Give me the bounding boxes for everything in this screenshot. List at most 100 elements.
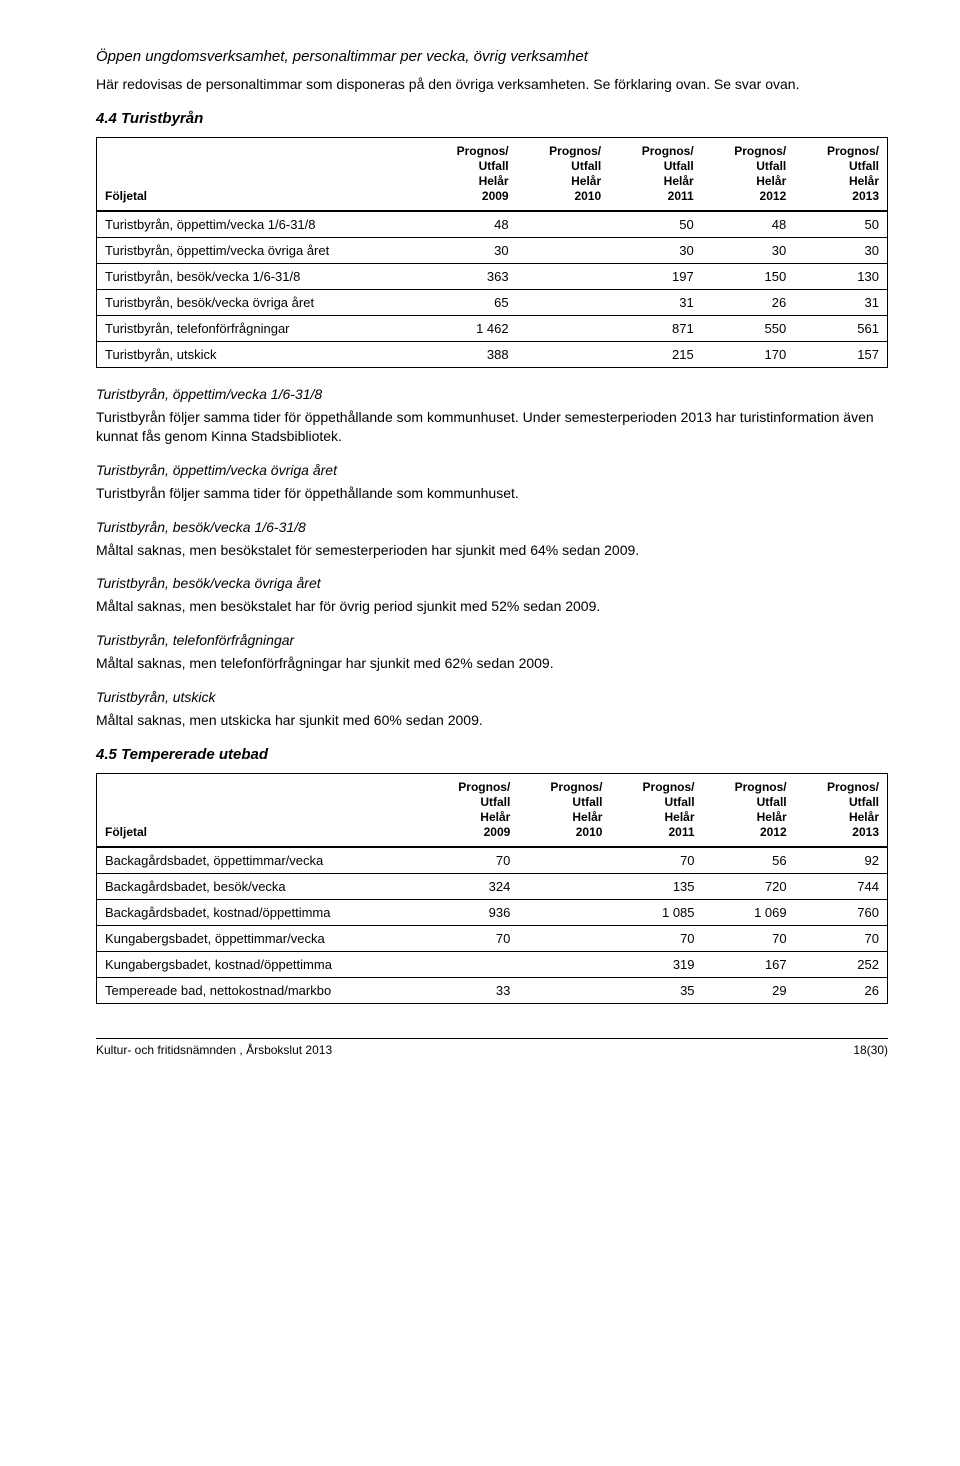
row-label: Turistbyrån, telefonförfrågningar bbox=[97, 315, 425, 341]
cell: 70 bbox=[610, 847, 702, 874]
cell bbox=[426, 952, 518, 978]
table-row: Turistbyrån, besök/vecka övriga året65 31… bbox=[97, 289, 888, 315]
table-corner: Följetal bbox=[97, 137, 425, 211]
note-title: Turistbyrån, besök/vecka övriga året bbox=[96, 575, 888, 591]
cell bbox=[517, 237, 610, 263]
cell: 48 bbox=[702, 211, 795, 238]
cell: 31 bbox=[794, 289, 887, 315]
table-row: Turistbyrån, besök/vecka 1/6-31/83631971… bbox=[97, 263, 888, 289]
col-header: Prognos/UtfallHelår2010 bbox=[517, 137, 610, 211]
intro-text: Här redovisas de personaltimmar som disp… bbox=[96, 75, 888, 94]
cell: 33 bbox=[426, 978, 518, 1004]
cell: 70 bbox=[795, 926, 888, 952]
row-label: Turistbyrån, besök/vecka övriga året bbox=[97, 289, 425, 315]
cell bbox=[518, 847, 610, 874]
cell: 92 bbox=[795, 847, 888, 874]
cell: 31 bbox=[609, 289, 702, 315]
cell: 252 bbox=[795, 952, 888, 978]
cell bbox=[517, 211, 610, 238]
note-text: Måltal saknas, men utskicka har sjunkit … bbox=[96, 711, 888, 730]
cell: 167 bbox=[703, 952, 795, 978]
row-label: Kungabergsbadet, öppettimmar/vecka bbox=[97, 926, 427, 952]
cell bbox=[518, 952, 610, 978]
table-row: Backagårdsbadet, kostnad/öppettimma936 1 … bbox=[97, 900, 888, 926]
cell: 157 bbox=[794, 341, 887, 367]
cell: 197 bbox=[609, 263, 702, 289]
cell bbox=[518, 874, 610, 900]
cell: 65 bbox=[424, 289, 517, 315]
col-header: Prognos/UtfallHelår2011 bbox=[610, 774, 702, 848]
col-header: Prognos/UtfallHelår2009 bbox=[424, 137, 517, 211]
cell: 26 bbox=[702, 289, 795, 315]
table-row: Kungabergsbadet, öppettimmar/vecka707070… bbox=[97, 926, 888, 952]
cell: 744 bbox=[795, 874, 888, 900]
cell: 70 bbox=[426, 847, 518, 874]
cell: 871 bbox=[609, 315, 702, 341]
cell bbox=[517, 289, 610, 315]
cell: 70 bbox=[703, 926, 795, 952]
cell bbox=[518, 900, 610, 926]
cell: 720 bbox=[703, 874, 795, 900]
cell: 760 bbox=[795, 900, 888, 926]
notes-block: Turistbyrån, öppettim/vecka 1/6-31/8 Turi… bbox=[96, 386, 888, 730]
table-row: Tempereade bad, nettokostnad/markbo33352… bbox=[97, 978, 888, 1004]
cell: 30 bbox=[424, 237, 517, 263]
cell: 319 bbox=[610, 952, 702, 978]
col-header: Prognos/UtfallHelår2011 bbox=[609, 137, 702, 211]
note-title: Turistbyrån, utskick bbox=[96, 689, 888, 705]
cell: 1 069 bbox=[703, 900, 795, 926]
cell: 35 bbox=[610, 978, 702, 1004]
table-row: Backagårdsbadet, öppettimmar/vecka707056… bbox=[97, 847, 888, 874]
col-header: Prognos/UtfallHelår2010 bbox=[518, 774, 610, 848]
note-text: Måltal saknas, men besökstalet har för ö… bbox=[96, 597, 888, 616]
section-45-heading: 4.5 Tempererade utebad bbox=[96, 746, 888, 763]
cell: 30 bbox=[702, 237, 795, 263]
note-text: Måltal saknas, men telefonförfrågningar … bbox=[96, 654, 888, 673]
note-title: Turistbyrån, öppettim/vecka övriga året bbox=[96, 462, 888, 478]
cell: 135 bbox=[610, 874, 702, 900]
row-label: Backagårdsbadet, kostnad/öppettimma bbox=[97, 900, 427, 926]
cell: 50 bbox=[794, 211, 887, 238]
table-row: Kungabergsbadet, kostnad/öppettimma 31916… bbox=[97, 952, 888, 978]
row-label: Turistbyrån, öppettim/vecka övriga året bbox=[97, 237, 425, 263]
table-row: Turistbyrån, telefonförfrågningar1 462 87… bbox=[97, 315, 888, 341]
cell: 30 bbox=[609, 237, 702, 263]
cell: 50 bbox=[609, 211, 702, 238]
note-title: Turistbyrån, besök/vecka 1/6-31/8 bbox=[96, 519, 888, 535]
table-utebad: FöljetalPrognos/UtfallHelår2009Prognos/U… bbox=[96, 773, 888, 1004]
cell: 936 bbox=[426, 900, 518, 926]
cell bbox=[517, 341, 610, 367]
table-row: Turistbyrån, öppettim/vecka 1/6-31/8 4850… bbox=[97, 211, 888, 238]
row-label: Tempereade bad, nettokostnad/markbo bbox=[97, 978, 427, 1004]
cell: 70 bbox=[610, 926, 702, 952]
cell: 324 bbox=[426, 874, 518, 900]
col-header: Prognos/UtfallHelår2009 bbox=[426, 774, 518, 848]
note-text: Turistbyrån följer samma tider för öppet… bbox=[96, 484, 888, 503]
cell: 550 bbox=[702, 315, 795, 341]
cell: 1 462 bbox=[424, 315, 517, 341]
note-text: Måltal saknas, men besökstalet för semes… bbox=[96, 541, 888, 560]
col-header: Prognos/UtfallHelår2013 bbox=[794, 137, 887, 211]
cell: 29 bbox=[703, 978, 795, 1004]
cell bbox=[517, 315, 610, 341]
cell: 1 085 bbox=[610, 900, 702, 926]
table-row: Turistbyrån, utskick388215170157 bbox=[97, 341, 888, 367]
note-title: Turistbyrån, öppettim/vecka 1/6-31/8 bbox=[96, 386, 888, 402]
cell: 56 bbox=[703, 847, 795, 874]
row-label: Kungabergsbadet, kostnad/öppettimma bbox=[97, 952, 427, 978]
page-footer: Kultur- och fritidsnämnden , Årsbokslut … bbox=[96, 1038, 888, 1057]
row-label: Turistbyrån, öppettim/vecka 1/6-31/8 bbox=[97, 211, 425, 238]
cell: 26 bbox=[795, 978, 888, 1004]
col-header: Prognos/UtfallHelår2012 bbox=[702, 137, 795, 211]
row-label: Turistbyrån, besök/vecka 1/6-31/8 bbox=[97, 263, 425, 289]
cell: 363 bbox=[424, 263, 517, 289]
table-row: Turistbyrån, öppettim/vecka övriga året3… bbox=[97, 237, 888, 263]
cell: 561 bbox=[794, 315, 887, 341]
cell: 150 bbox=[702, 263, 795, 289]
col-header: Prognos/UtfallHelår2012 bbox=[703, 774, 795, 848]
footer-right: 18(30) bbox=[853, 1043, 888, 1057]
table-corner: Följetal bbox=[97, 774, 427, 848]
cell: 130 bbox=[794, 263, 887, 289]
intro-title: Öppen ungdomsverksamhet, personaltimmar … bbox=[96, 48, 888, 65]
page: Öppen ungdomsverksamhet, personaltimmar … bbox=[0, 0, 960, 1093]
